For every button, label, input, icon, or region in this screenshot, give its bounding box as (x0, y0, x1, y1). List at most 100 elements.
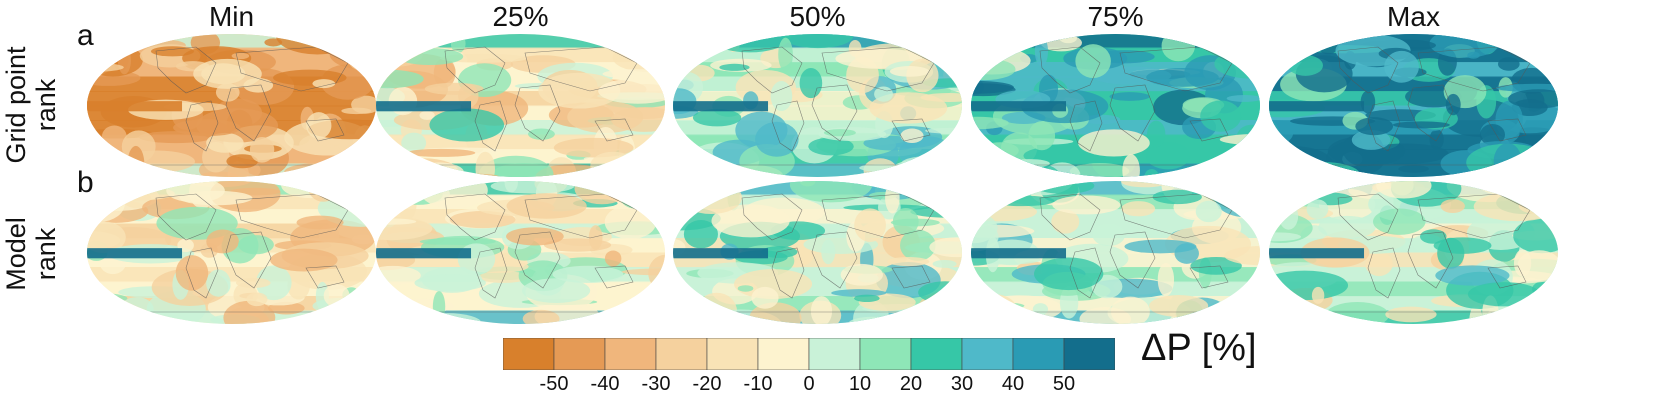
field-patch (1522, 181, 1545, 197)
field-patch (604, 205, 657, 240)
field-patch (977, 295, 1063, 323)
field-patch (296, 215, 344, 230)
field-patch (287, 271, 310, 300)
world-map-panel (673, 34, 962, 177)
field-patch (1052, 195, 1121, 215)
field-patch (971, 35, 994, 45)
colorbar-tick-label: -30 (641, 373, 671, 395)
column-title: Max (1387, 1, 1440, 32)
field-patch (673, 34, 716, 51)
field-patch (1051, 209, 1080, 234)
coastline (235, 46, 349, 92)
latitude-band (971, 34, 1260, 49)
field-patch (688, 154, 721, 166)
field-patch (646, 60, 665, 76)
field-patch (997, 315, 1019, 324)
field-patch (1146, 68, 1219, 87)
field-patch (1149, 295, 1209, 317)
coastline (821, 46, 935, 92)
coastline (235, 193, 349, 239)
field-patch (1500, 181, 1558, 201)
field-patch (1473, 191, 1558, 222)
field-patch (979, 301, 1017, 313)
field-patch (87, 181, 148, 201)
coastline (1487, 118, 1527, 142)
field-patch (175, 255, 209, 291)
field-patch (978, 302, 1025, 310)
field-patch (1392, 121, 1450, 129)
field-patch (946, 181, 962, 191)
colorbar-segment (859, 338, 912, 370)
equatorial-band (971, 248, 1067, 259)
field-patch (971, 116, 1009, 130)
field-patch (414, 274, 486, 292)
field-patch (981, 142, 1019, 160)
world-map-panel (1269, 181, 1558, 324)
panel-letter: b (77, 166, 94, 199)
coastline (514, 84, 561, 142)
field-patch (895, 34, 943, 42)
field-patch (1069, 162, 1130, 177)
field-patch (101, 125, 127, 148)
field-patch (1311, 286, 1325, 304)
field-patch (1034, 257, 1104, 291)
field-patch (406, 148, 476, 157)
field-patch (1075, 44, 1111, 79)
colorbar-tick-label: -20 (692, 373, 722, 395)
field-patch (680, 181, 742, 215)
world-map-panel (673, 181, 962, 324)
coastline (1119, 193, 1233, 239)
field-patch (901, 156, 956, 171)
field-patch (950, 181, 962, 196)
field-patch (1385, 306, 1437, 323)
world-map-panel (971, 34, 1260, 177)
field-patch (100, 34, 137, 45)
field-patch (376, 170, 425, 177)
field-patch (87, 181, 134, 198)
field-patch (1351, 130, 1391, 150)
field-patch (907, 305, 962, 317)
coastline (1039, 46, 1101, 94)
field-patch (889, 66, 930, 77)
colorbar-segment (553, 338, 606, 370)
field-patch (1278, 202, 1299, 230)
colorbar-segment (757, 338, 810, 370)
field-patch (973, 294, 1018, 324)
field-patch (306, 112, 332, 139)
field-patch (396, 34, 467, 41)
field-patch (341, 107, 372, 115)
field-patch (1234, 150, 1256, 177)
field-patch (1355, 117, 1394, 136)
column-title: 75% (1087, 1, 1144, 32)
field-patch (971, 190, 1017, 201)
field-patch (1078, 129, 1150, 157)
coastline (155, 46, 217, 94)
field-patch (376, 181, 409, 200)
field-patch (376, 295, 411, 309)
field-patch (789, 181, 873, 203)
coastline (1109, 231, 1156, 289)
field-patch (1200, 100, 1242, 132)
row-label-line: Model (1, 217, 31, 291)
field-patch (692, 108, 742, 127)
field-patch (778, 37, 793, 72)
coastline (741, 46, 803, 94)
field-patch (206, 269, 231, 297)
colorbar-tick-label: -40 (590, 373, 620, 395)
field-patch (821, 239, 836, 265)
field-patch (971, 222, 999, 252)
field-patch (1032, 303, 1049, 316)
field-patch (1152, 189, 1202, 205)
field-patch (193, 58, 262, 89)
field-patch (885, 182, 900, 214)
field-patch (103, 39, 130, 54)
coastline (811, 231, 858, 289)
colorbar-tick-label: 40 (1001, 373, 1025, 395)
field-patch (810, 296, 833, 324)
field-patch (831, 289, 887, 297)
coastline (891, 265, 931, 289)
coastline (474, 247, 508, 299)
colorbar-title: ΔP [%] (1141, 327, 1257, 369)
field-patch (381, 184, 401, 217)
field-patch (1028, 121, 1056, 151)
